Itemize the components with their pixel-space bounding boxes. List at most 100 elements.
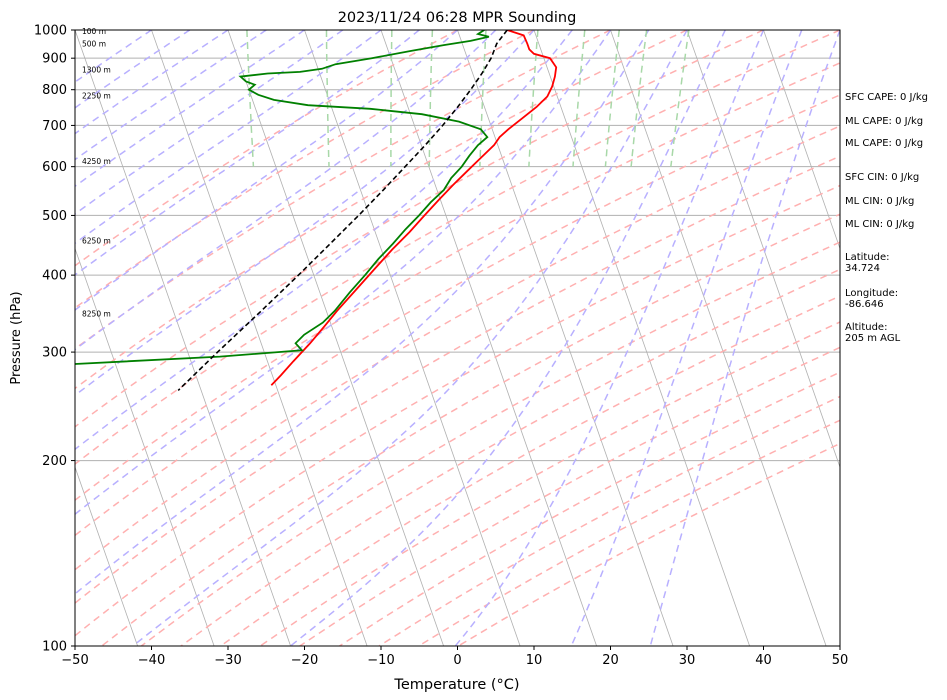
y-tick-label: 300 <box>42 346 67 361</box>
height-label: 2250 m <box>82 91 111 100</box>
y-tick-label: 900 <box>42 52 67 67</box>
dry-adiabat-line <box>75 155 840 605</box>
mixing-ratio-line <box>630 30 648 167</box>
sounding-traces <box>75 30 558 391</box>
isotherm-line <box>75 30 291 646</box>
dry-adiabat-line <box>75 30 688 390</box>
mixing-ratio-line <box>428 30 434 167</box>
isotherm-line <box>75 465 138 646</box>
sfc-cape-text: SFC CAPE: 0 J/kg <box>845 92 928 103</box>
ml-cape-text-2: ML CAPE: 0 J/kg <box>845 138 924 149</box>
x-tick-label: −50 <box>61 653 88 668</box>
longitude-text: Longitude: -86.646 <box>845 288 899 310</box>
chart-title: 2023/11/24 06:28 MPR Sounding <box>338 10 577 26</box>
dry-adiabat-line <box>75 30 458 267</box>
latitude-text: Latitude: 34.724 <box>845 252 890 274</box>
height-labels: 100 m 500 m 1300 m 2250 m 4250 m 6250 m 8250 m <box>82 27 111 319</box>
moist-adiabat-line <box>75 30 497 351</box>
height-label: 8250 m <box>82 310 111 319</box>
dry-adiabat-line <box>75 125 840 571</box>
mixing-ratio-line <box>479 30 487 167</box>
y-tick-label: 600 <box>42 160 67 175</box>
altitude-text: Altitude: 205 m AGL <box>845 322 901 344</box>
dry-adiabat-line <box>140 241 840 646</box>
moist-adiabat-line <box>75 30 535 397</box>
y-tick-label: 500 <box>42 209 67 224</box>
dry-adiabat-line <box>220 295 840 646</box>
y-tick-label: 800 <box>42 83 67 98</box>
moist-adiabat-line <box>132 30 688 646</box>
y-tick-label: 100 <box>42 640 67 655</box>
temperature-trace <box>270 30 558 386</box>
dry-adiabat-line <box>75 30 764 428</box>
x-tick-label: −30 <box>214 653 241 668</box>
x-axis-label: Temperature (°C) <box>393 677 519 693</box>
ml-cin-text: ML CIN: 0 J/kg <box>845 196 915 207</box>
x-tick-label: 50 <box>832 653 849 668</box>
y-tick-label: 200 <box>42 454 67 469</box>
y-axis-label: Pressure (hPa) <box>9 291 24 384</box>
reference-lines <box>75 30 840 646</box>
x-tick-label: 30 <box>679 653 696 668</box>
height-label: 100 m <box>82 27 106 36</box>
isotherm-line <box>304 30 521 646</box>
dry-adiabat-line <box>75 62 840 502</box>
height-label: 6250 m <box>82 236 111 245</box>
x-tick-label: 40 <box>755 653 772 668</box>
y-tick-label: 1000 <box>34 24 67 39</box>
y-axis: 1000 900 800 700 600 500 400 300 200 100 <box>34 24 75 655</box>
isotherm-line <box>763 30 840 250</box>
mixing-ratio-line <box>325 30 330 167</box>
dry-adiabat-line <box>299 346 840 646</box>
mixing-ratio-line <box>670 30 690 167</box>
mixing-ratio-line <box>604 30 621 167</box>
moist-adiabat-line <box>290 30 726 646</box>
height-label: 500 m <box>82 39 106 48</box>
dry-adiabat-line <box>101 213 840 646</box>
parcel-profile-trace <box>177 30 508 391</box>
isotherm-line <box>686 30 840 469</box>
moist-adiabat-line <box>75 30 305 188</box>
dry-adiabat-line <box>75 94 840 537</box>
moist-adiabat-line <box>75 30 229 135</box>
moist-adiabat-line <box>649 30 840 646</box>
x-tick-label: 10 <box>526 653 543 668</box>
moist-adiabat-line <box>75 30 573 451</box>
x-tick-label: 0 <box>453 653 461 668</box>
mixing-ratio-line <box>572 30 586 167</box>
dry-adiabat-line <box>259 321 840 646</box>
sfc-cin-text: SFC CIN: 0 J/kg <box>845 172 920 183</box>
dry-adiabat-line <box>339 371 840 646</box>
moist-adiabat-line <box>75 30 458 311</box>
x-tick-label: −10 <box>367 653 394 668</box>
moist-adiabat-line <box>75 30 152 83</box>
isotherm-line <box>610 30 827 646</box>
x-tick-label: −40 <box>138 653 165 668</box>
dry-adiabat-line <box>180 268 840 646</box>
isotherm-line <box>151 30 368 646</box>
dry-adiabat-line <box>75 184 840 637</box>
moist-adiabat-line <box>75 30 650 595</box>
y-tick-label: 400 <box>42 269 67 284</box>
mixing-ratio-line <box>528 30 539 167</box>
isotherm-line <box>457 30 674 646</box>
x-tick-label: −20 <box>291 653 318 668</box>
isotherm-line <box>227 30 444 646</box>
moist-adiabat-line <box>454 30 765 646</box>
moist-adiabat-line <box>75 30 267 161</box>
dry-adiabat-line <box>75 30 840 465</box>
moist-adiabat-line <box>75 30 612 516</box>
dry-adiabat-line <box>378 395 840 646</box>
isotherm-line <box>380 30 597 646</box>
moist-adiabat-line <box>75 30 191 109</box>
dewpoint-trace <box>75 30 490 365</box>
x-axis: −50 −40 −30 −20 −10 0 10 20 30 40 50 <box>61 646 848 668</box>
height-label: 1300 m <box>82 65 111 74</box>
ml-cape-text: ML CAPE: 0 J/kg <box>845 116 924 127</box>
mixing-ratio-line <box>390 30 393 167</box>
dry-adiabat-line <box>75 30 611 350</box>
dry-adiabat-line <box>75 30 535 309</box>
y-tick-label: 700 <box>42 119 67 134</box>
x-tick-label: 20 <box>602 653 619 668</box>
